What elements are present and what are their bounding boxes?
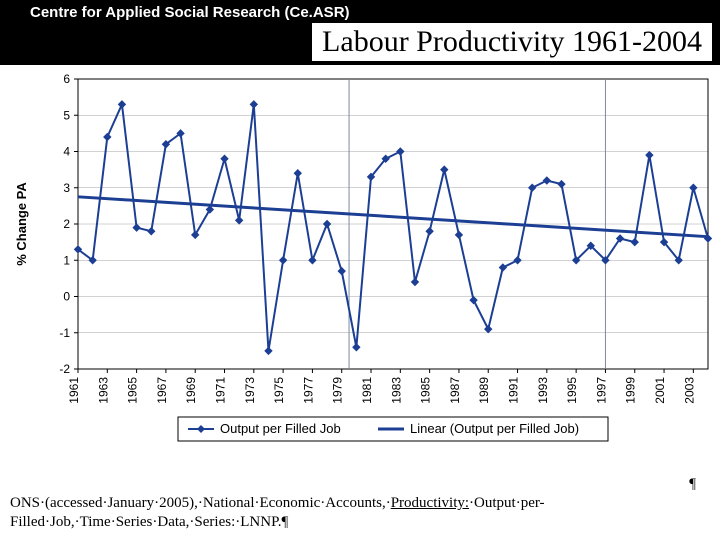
page-title: Labour Productivity 1961-2004 [312, 23, 712, 61]
svg-text:1977: 1977 [301, 377, 315, 404]
svg-text:1: 1 [63, 253, 70, 267]
svg-text:% Change PA: % Change PA [14, 182, 29, 266]
org-name: Centre for Applied Social Research (Ce.A… [0, 0, 720, 23]
svg-text:1965: 1965 [126, 377, 140, 404]
title-row: Labour Productivity 1961-2004 [0, 23, 720, 65]
footnote-prefix: ONS·(accessed·January·2005),·National·Ec… [10, 495, 391, 511]
svg-text:2003: 2003 [682, 377, 696, 404]
header: Centre for Applied Social Research (Ce.A… [0, 0, 720, 65]
svg-text:1993: 1993 [536, 377, 550, 404]
svg-text:1975: 1975 [272, 377, 286, 404]
pilcrow-icon: ¶ [10, 475, 710, 494]
svg-text:Linear (Output per Filled Job): Linear (Output per Filled Job) [410, 421, 579, 436]
svg-text:1973: 1973 [243, 377, 257, 404]
svg-text:6: 6 [63, 72, 70, 86]
svg-text:1979: 1979 [331, 377, 345, 404]
svg-text:2: 2 [63, 217, 70, 231]
productivity-chart: -2 -1 0 1 2 3 4 5 6 % Change PA 1961 1963 1965 1967 19… [0, 71, 720, 471]
svg-text:0: 0 [63, 290, 70, 304]
svg-text:1987: 1987 [448, 377, 462, 404]
chart-svg: -2 -1 0 1 2 3 4 5 6 % Change PA 1961 1963 1965 1967 19… [0, 71, 720, 471]
svg-text:Output per Filled Job: Output per Filled Job [220, 421, 341, 436]
svg-text:5: 5 [63, 108, 70, 122]
svg-text:1961: 1961 [67, 377, 81, 404]
svg-text:1963: 1963 [96, 377, 110, 404]
svg-text:1985: 1985 [419, 377, 433, 404]
svg-text:1991: 1991 [507, 377, 521, 404]
svg-text:1971: 1971 [214, 377, 228, 404]
svg-text:1981: 1981 [360, 377, 374, 404]
footnote-underlined: Productivity: [391, 495, 469, 511]
svg-text:1989: 1989 [477, 377, 491, 404]
svg-text:-1: -1 [59, 326, 70, 340]
svg-text:1969: 1969 [184, 377, 198, 404]
svg-text:3: 3 [63, 181, 70, 195]
source-footnote: ¶ ONS·(accessed·January·2005),·National·… [0, 471, 720, 531]
svg-text:1983: 1983 [389, 377, 403, 404]
svg-text:1999: 1999 [624, 377, 638, 404]
svg-text:1997: 1997 [594, 377, 608, 404]
svg-text:2001: 2001 [653, 377, 667, 404]
svg-text:4: 4 [63, 145, 70, 159]
svg-text:-2: -2 [59, 362, 70, 376]
svg-text:1967: 1967 [155, 377, 169, 404]
svg-text:1995: 1995 [565, 377, 579, 404]
